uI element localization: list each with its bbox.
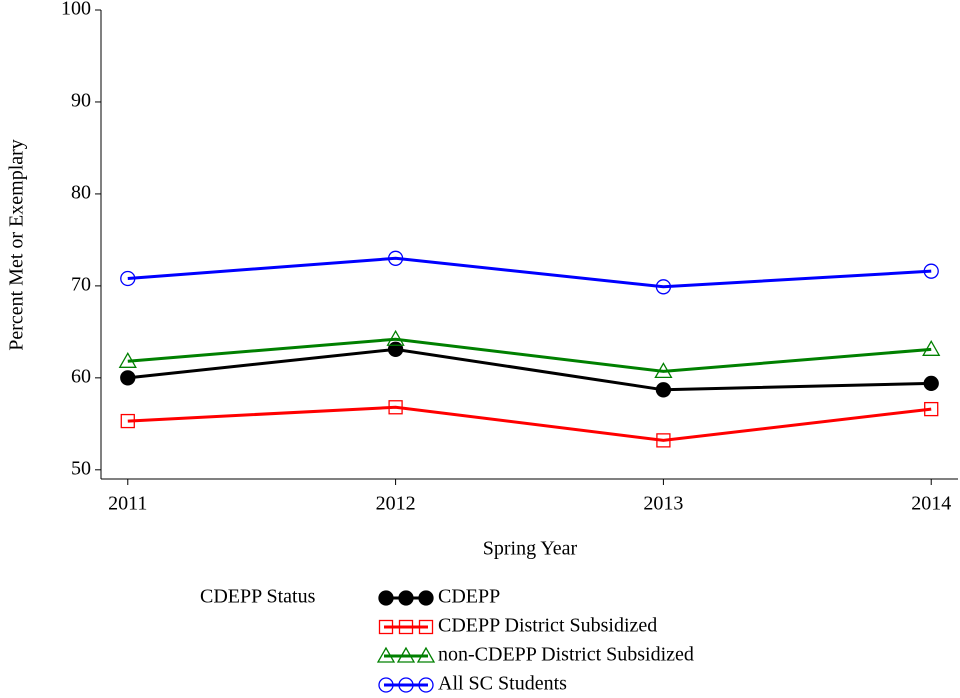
y-tick-label: 90: [71, 90, 91, 112]
marker: [378, 590, 394, 606]
y-axis-title: Percent Met or Exemplary: [6, 139, 28, 351]
marker: [418, 677, 434, 693]
y-tick-label: 100: [61, 0, 91, 20]
series-line: [127, 256, 932, 289]
marker: [398, 590, 414, 606]
marker: [118, 351, 137, 368]
x-tick-label: 2012: [376, 493, 416, 515]
series-line: [127, 405, 932, 442]
marker: [416, 646, 436, 663]
x-tick-label: 2014: [911, 493, 951, 515]
marker: [655, 382, 672, 398]
marker: [396, 646, 416, 663]
y-tick-label: 80: [71, 182, 91, 204]
marker: [922, 340, 941, 356]
legend-label: All SC Students: [438, 673, 567, 695]
marker: [120, 413, 135, 429]
marker: [656, 433, 671, 448]
x-tick-label: 2013: [643, 493, 683, 515]
marker: [655, 279, 672, 295]
marker: [923, 263, 939, 279]
series-line: [127, 337, 932, 373]
marker: [120, 370, 136, 386]
x-axis-title: Spring Year: [483, 538, 578, 560]
marker: [386, 329, 405, 346]
legend-label: non-CDEPP District Subsidized: [438, 644, 694, 666]
marker: [418, 619, 434, 635]
marker: [378, 619, 394, 635]
marker: [923, 375, 939, 392]
marker: [120, 270, 136, 287]
marker: [387, 341, 404, 357]
marker: [398, 619, 414, 635]
y-tick-label: 60: [71, 365, 91, 387]
series-line: [127, 347, 932, 392]
marker: [378, 677, 394, 693]
marker: [654, 362, 673, 379]
x-tick-label: 2011: [108, 493, 147, 515]
legend-title: CDEPP Status: [200, 586, 316, 608]
marker: [924, 401, 939, 417]
y-tick-label: 70: [71, 273, 91, 295]
legend-label: CDEPP: [438, 586, 500, 608]
y-tick-label: 50: [71, 457, 91, 479]
marker: [398, 677, 414, 693]
marker: [418, 590, 434, 606]
marker: [388, 400, 403, 415]
legend-label: CDEPP District Subsidized: [438, 615, 657, 637]
marker: [376, 646, 396, 663]
marker: [387, 250, 404, 266]
